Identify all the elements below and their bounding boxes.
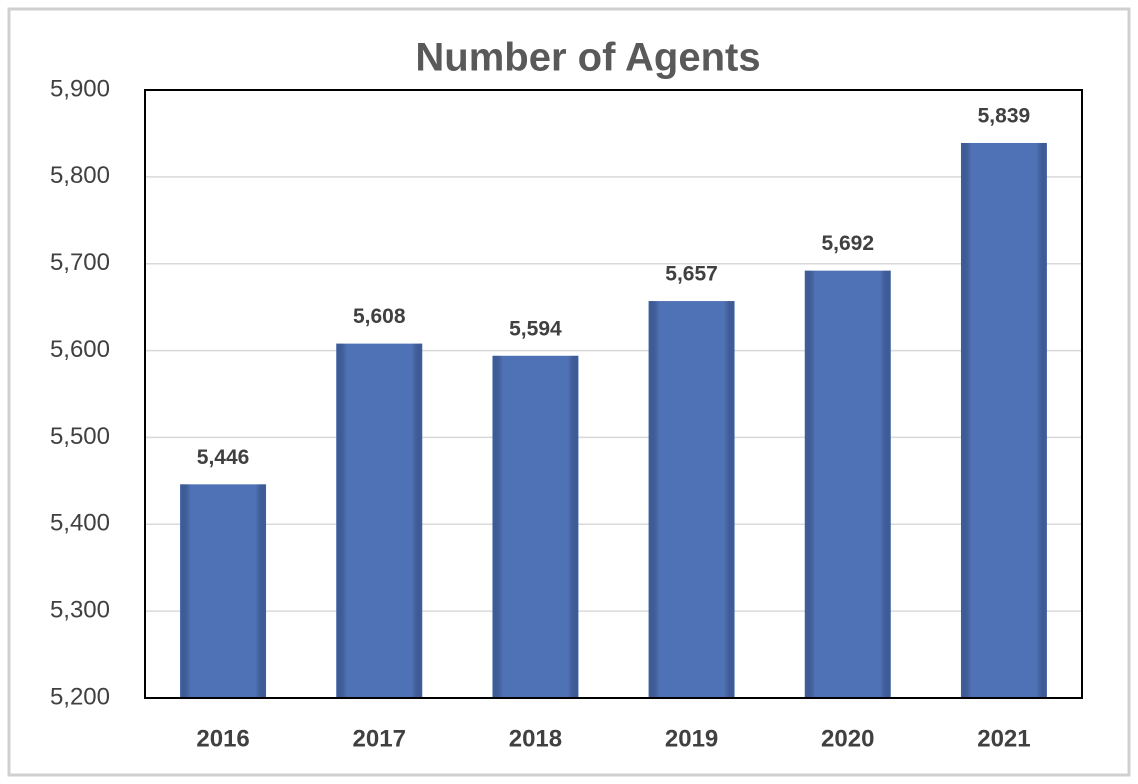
- x-tick-label: 2019: [665, 725, 718, 752]
- plot: 5,200 5,300 5,400 5,500 5,600 5,700 5,800 5,900…: [50, 75, 1082, 752]
- x-tick-label: 2016: [196, 725, 249, 752]
- x-tick-label: 2021: [977, 725, 1030, 752]
- bar-shade: [492, 355, 579, 698]
- bar-shade: [960, 142, 1047, 699]
- data-label: 5,692: [821, 232, 874, 255]
- y-tick-label: 5,900: [50, 75, 110, 102]
- bar-shade: [648, 301, 735, 698]
- x-tick-label: 2018: [509, 725, 562, 752]
- y-tick-label: 5,700: [50, 249, 110, 276]
- y-tick-label: 5,400: [50, 510, 110, 537]
- y-tick-label: 5,200: [50, 683, 110, 710]
- y-tick-label: 5,500: [50, 423, 110, 450]
- x-tick-label: 2020: [821, 725, 874, 752]
- data-label: 5,839: [978, 105, 1031, 128]
- data-label: 5,657: [665, 263, 718, 286]
- data-label: 5,594: [509, 317, 562, 340]
- bar-shade: [336, 343, 423, 698]
- chart-title: Number of Agents: [415, 36, 760, 80]
- data-label: 5,446: [197, 446, 250, 469]
- bar-shade: [180, 484, 267, 698]
- y-tick-label: 5,800: [50, 162, 110, 189]
- bar-shade: [804, 270, 891, 698]
- y-tick-label: 5,300: [50, 596, 110, 623]
- y-tick-label: 5,600: [50, 336, 110, 363]
- plot-border: [144, 89, 1083, 699]
- data-label: 5,608: [353, 305, 406, 328]
- x-tick-label: 2017: [353, 725, 406, 752]
